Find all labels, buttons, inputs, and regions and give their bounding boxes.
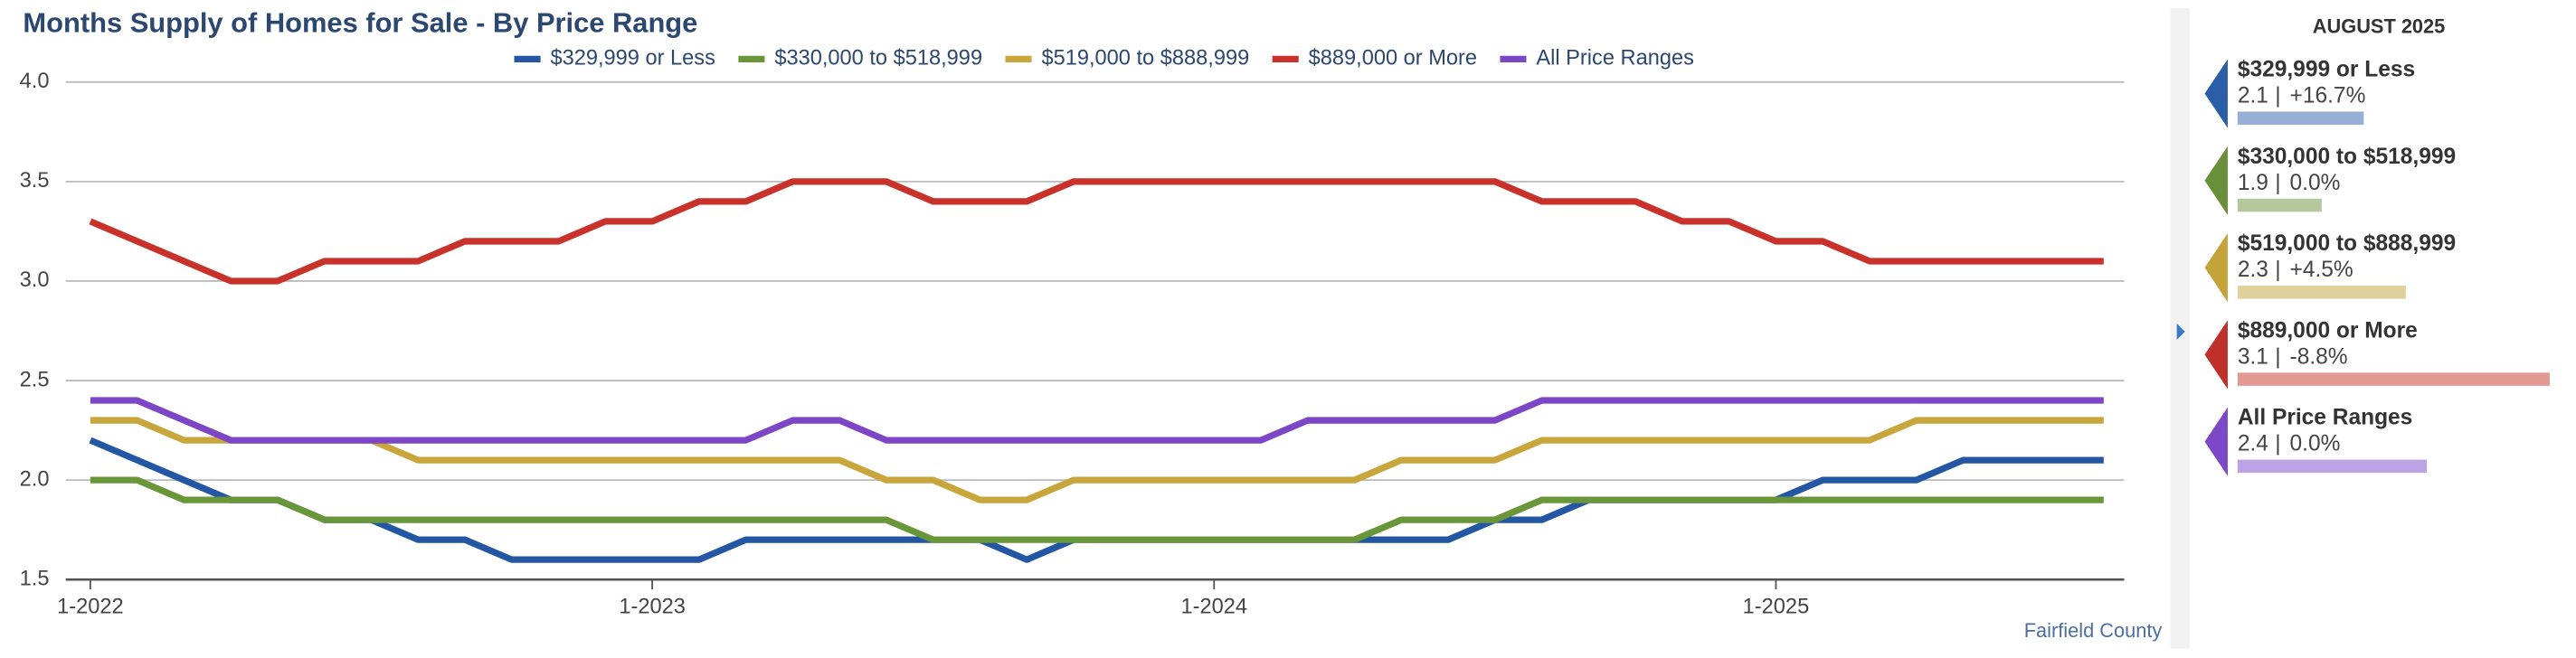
panel-bar <box>2237 111 2364 126</box>
y-tick-label: 2.0 <box>20 467 50 491</box>
panel-bar <box>2237 459 2428 474</box>
panel-item-value: 2.1 <box>2238 84 2268 108</box>
y-tick-label: 1.5 <box>20 567 50 590</box>
panel-bar <box>2237 198 2322 212</box>
legend-label: $889,000 or More <box>1309 47 1477 70</box>
panel-separator: | <box>2275 258 2280 282</box>
panel-item-name: $519,000 to $888,999 <box>2238 231 2456 256</box>
y-tick-label: 3.0 <box>20 268 50 292</box>
panel-item-change: +4.5% <box>2290 258 2353 282</box>
panel-separator: | <box>2275 432 2280 456</box>
panel-marker <box>2204 407 2228 476</box>
panel-item-change: 0.0% <box>2290 171 2341 195</box>
panel-item-value: 2.4 <box>2238 432 2268 456</box>
x-tick-label: 1-2024 <box>1181 595 1248 618</box>
panel-separator: | <box>2275 84 2280 108</box>
y-tick-label: 2.5 <box>20 368 50 391</box>
panel-item-value: 1.9 <box>2238 171 2268 195</box>
panel-item-value: 3.1 <box>2238 344 2268 369</box>
x-tick-label: 1-2022 <box>57 595 124 618</box>
x-tick-label: 1-2023 <box>619 595 686 618</box>
panel-marker <box>2204 59 2228 128</box>
legend-label: All Price Ranges <box>1536 47 1694 70</box>
panel-item-change: -8.8% <box>2290 344 2348 369</box>
panel-item-name: $329,999 or Less <box>2238 58 2415 82</box>
x-tick-label: 1-2025 <box>1743 595 1810 618</box>
legend-label: $329,999 or Less <box>550 47 715 70</box>
legend-label: $330,000 to $518,999 <box>774 47 982 70</box>
panel-toggle[interactable] <box>2176 323 2185 340</box>
chart-title: Months Supply of Homes for Sale - By Pri… <box>23 6 697 38</box>
panel-marker <box>2204 232 2228 303</box>
legend-label: $519,000 to $888,999 <box>1041 47 1249 70</box>
panel-item-name: $330,000 to $518,999 <box>2238 145 2456 169</box>
y-tick-label: 4.0 <box>20 70 50 93</box>
series-line <box>90 397 2104 444</box>
footnote: Fairfield County <box>2024 619 2163 642</box>
series-line <box>89 178 2104 285</box>
panel-item-change: 0.0% <box>2290 432 2341 456</box>
series-line <box>90 476 2104 543</box>
panel-item-value: 2.3 <box>2238 258 2268 282</box>
panel-item-change: +16.7% <box>2290 84 2366 108</box>
panel-marker <box>2204 146 2228 215</box>
panel-marker <box>2204 320 2228 390</box>
panel-item-name: $889,000 or More <box>2238 318 2418 343</box>
panel-title: AUGUST 2025 <box>2313 15 2445 38</box>
panel-item-name: All Price Ranges <box>2238 406 2412 430</box>
panel-bar <box>2237 372 2550 386</box>
panel-bar <box>2237 286 2406 299</box>
panel-separator: | <box>2275 171 2280 195</box>
y-tick-label: 3.5 <box>20 169 50 193</box>
panel-separator: | <box>2275 344 2280 369</box>
series-line <box>90 417 2104 503</box>
